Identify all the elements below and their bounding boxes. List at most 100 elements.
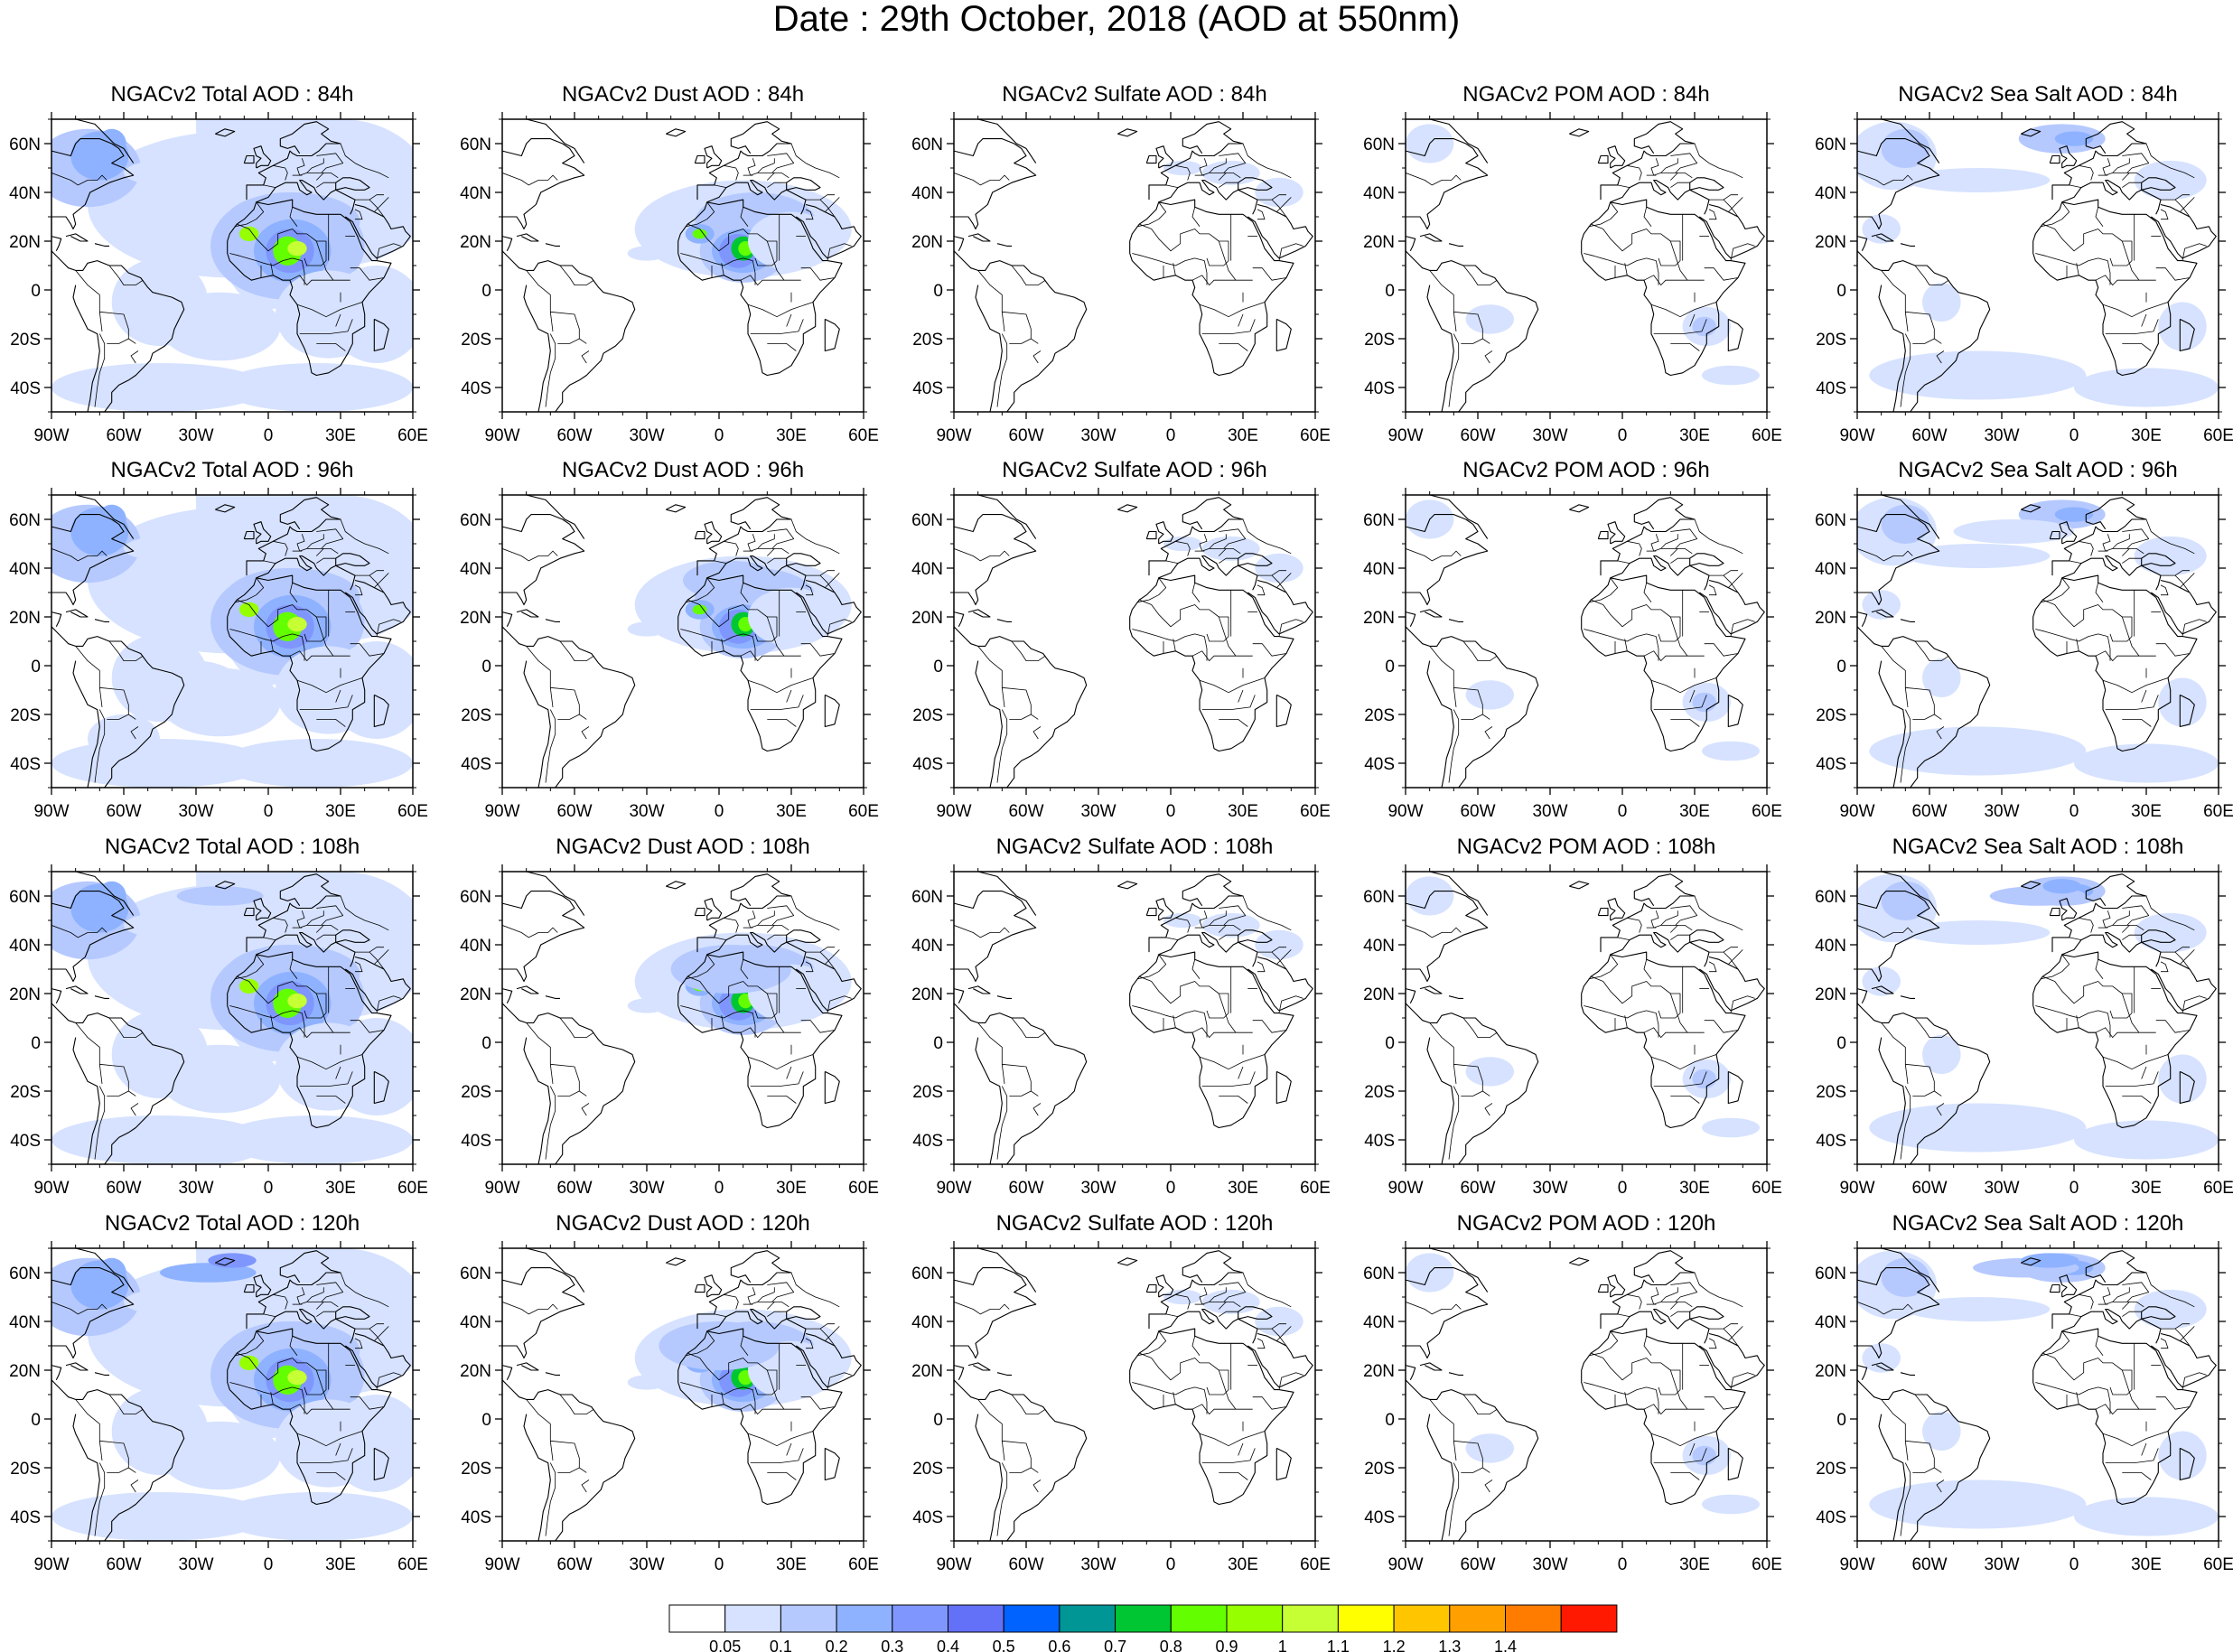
lon-tick-label: 0 (264, 1179, 274, 1198)
lat-tick-label: 40S (912, 379, 943, 398)
lon-tick-label: 30E (1679, 802, 1710, 821)
lat-tick-label: 0 (481, 658, 491, 677)
colorbar-label: 0.8 (1160, 1638, 1182, 1652)
lat-tick-label: 0 (481, 1034, 491, 1053)
lon-tick-label: 30W (1984, 426, 2019, 445)
aod-field (954, 1248, 1315, 1541)
lon-tick-label: 60E (1300, 802, 1331, 821)
lon-tick-label: 30E (776, 1179, 807, 1198)
map-panel-dust-96: 60N 40N 20N 0 20S 40S 90W 60W 30W 0 30E 60E (460, 488, 879, 821)
colorbar-swatch (1170, 1604, 1228, 1633)
lat-tick-label: 20S (1364, 331, 1395, 350)
lat-tick-label: 40N (1815, 184, 1846, 203)
aod-field (1857, 872, 2219, 1164)
lat-tick-label: 40S (1816, 1508, 1846, 1527)
panel-title: NGACv2 POM AOD : 96h (1462, 458, 1710, 482)
lat-tick-label: 0 (1385, 658, 1395, 677)
lat-tick-label: 20S (912, 1083, 943, 1102)
lat-tick-label: 60N (1363, 511, 1395, 530)
lat-tick-label: 40S (10, 755, 41, 774)
lat-tick-label: 0 (933, 1034, 943, 1053)
map-panel-seasalt-108: 60N 40N 20N 0 20S 40S 90W 60W 30W 0 30E 60E (1815, 864, 2233, 1198)
lat-tick-label: 20S (1816, 331, 1846, 350)
colorbar-label: 0.6 (1048, 1638, 1070, 1652)
lon-tick-label: 0 (715, 802, 724, 821)
lat-tick-label: 60N (1815, 511, 1846, 530)
lat-tick-label: 60N (1815, 1265, 1846, 1283)
lat-tick-label: 20N (1363, 609, 1395, 628)
lon-tick-label: 60E (1752, 1555, 1782, 1574)
lon-tick-label: 0 (2069, 1179, 2079, 1198)
lat-tick-label: 20N (1815, 609, 1846, 628)
aod-field (51, 872, 413, 1164)
lat-tick-label: 20N (9, 985, 41, 1004)
lon-tick-label: 90W (1387, 426, 1423, 445)
colorbar-swatch (780, 1604, 837, 1633)
lat-tick-label: 0 (31, 1411, 41, 1430)
panel-title: NGACv2 Total AOD : 84h (110, 82, 354, 107)
lat-tick-label: 20N (911, 233, 943, 252)
lat-tick-label: 20N (460, 233, 491, 252)
lon-tick-label: 30W (1532, 802, 1567, 821)
colorbar-swatch (1003, 1604, 1060, 1633)
panel-title: NGACv2 Sulfate AOD : 120h (995, 1211, 1274, 1236)
lat-tick-label: 40S (461, 755, 491, 774)
colorbar-swatch (948, 1604, 1004, 1633)
lon-tick-label: 30W (178, 426, 213, 445)
lat-tick-label: 40N (460, 560, 491, 579)
lat-tick-label: 40S (912, 1132, 943, 1151)
colorbar-swatch (1560, 1604, 1618, 1633)
map-panel-pom-96: 60N 40N 20N 0 20S 40S 90W 60W 30W 0 30E 60E (1363, 488, 1782, 821)
lat-tick-label: 20N (1363, 233, 1395, 252)
lat-tick-label: 20N (460, 1362, 491, 1381)
lon-tick-label: 0 (1618, 1179, 1628, 1198)
lat-tick-label: 40N (9, 1313, 41, 1332)
lat-tick-label: 60N (460, 1265, 491, 1283)
colorbar-label: 0.1 (770, 1638, 792, 1652)
map-panel-dust-108: 60N 40N 20N 0 20S 40S 90W 60W 30W 0 30E 60E (460, 864, 879, 1198)
panel-title: NGACv2 Sulfate AOD : 108h (995, 835, 1274, 859)
lat-tick-label: 40N (911, 937, 943, 956)
lat-tick-label: 60N (1363, 888, 1395, 907)
lat-tick-label: 60N (460, 135, 491, 154)
lat-tick-label: 20S (1816, 706, 1846, 725)
lon-tick-label: 60E (1300, 1555, 1331, 1574)
lon-tick-label: 90W (1387, 1179, 1423, 1198)
lon-tick-label: 30E (776, 426, 807, 445)
map-panel-seasalt-96: 60N 40N 20N 0 20S 40S 90W 60W 30W 0 30E 60E (1815, 488, 2233, 821)
lon-tick-label: 60W (556, 802, 592, 821)
lon-tick-label: 60E (397, 1555, 428, 1574)
lon-tick-label: 0 (1166, 1555, 1176, 1574)
map-panel-sulfate-96: 60N 40N 20N 0 20S 40S 90W 60W 30W 0 30E 60E (911, 488, 1331, 821)
aod-field (1406, 872, 1767, 1164)
lat-tick-label: 40S (912, 1508, 943, 1527)
lon-tick-label: 30E (776, 1555, 807, 1574)
aod-field (1857, 119, 2219, 412)
lat-tick-label: 40N (460, 1313, 491, 1332)
lat-tick-label: 0 (1836, 1034, 1846, 1053)
lon-tick-label: 0 (1166, 426, 1176, 445)
lon-tick-label: 60E (848, 802, 879, 821)
map-panel-sulfate-120: 60N 40N 20N 0 20S 40S 90W 60W 30W 0 30E 60E (911, 1241, 1331, 1574)
lat-tick-label: 60N (1363, 135, 1395, 154)
lat-tick-label: 60N (1815, 135, 1846, 154)
lon-tick-label: 30E (1228, 426, 1258, 445)
lon-tick-label: 30E (325, 1179, 356, 1198)
lat-tick-label: 40S (1364, 379, 1395, 398)
lon-tick-label: 60W (1911, 1555, 1947, 1574)
lat-tick-label: 20N (911, 1362, 943, 1381)
lon-tick-label: 0 (1166, 802, 1176, 821)
aod-field (51, 1248, 413, 1541)
lon-tick-label: 0 (264, 426, 274, 445)
map-panel-dust-120: 60N 40N 20N 0 20S 40S 90W 60W 30W 0 30E 60E (460, 1241, 879, 1574)
lon-tick-label: 0 (1166, 1179, 1176, 1198)
lon-tick-label: 30W (1080, 802, 1116, 821)
lat-tick-label: 20N (1815, 233, 1846, 252)
lon-tick-label: 30E (2131, 1555, 2162, 1574)
lat-tick-label: 40S (461, 1508, 491, 1527)
aod-field (1857, 1248, 2219, 1541)
lon-tick-label: 60E (397, 802, 428, 821)
lon-tick-label: 30W (178, 1555, 213, 1574)
lon-tick-label: 90W (1387, 802, 1423, 821)
lat-tick-label: 20S (1816, 1460, 1846, 1479)
